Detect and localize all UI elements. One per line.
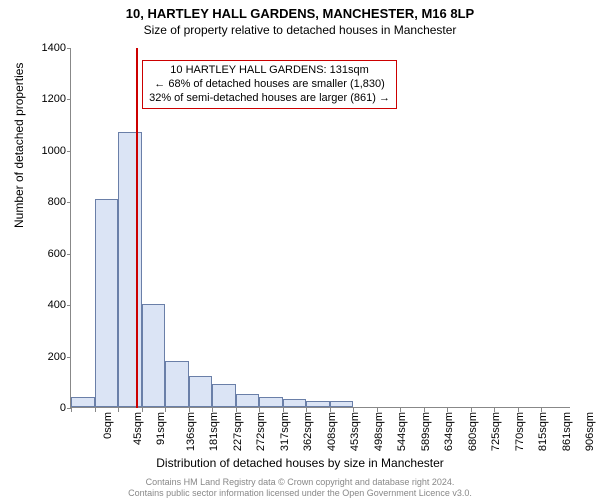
marker-line	[136, 48, 138, 408]
x-tick-label: 770sqm	[514, 412, 526, 451]
x-tick-label: 498sqm	[373, 412, 385, 451]
x-tick-mark	[118, 408, 119, 412]
x-tick-mark	[165, 408, 166, 412]
y-tick-label: 200	[6, 351, 66, 363]
histogram-bar	[283, 399, 307, 407]
x-tick-label: 544sqm	[396, 412, 408, 451]
y-tick-mark	[67, 305, 71, 306]
histogram-bar	[165, 361, 189, 407]
y-tick-mark	[67, 48, 71, 49]
y-tick-mark	[67, 357, 71, 358]
histogram-bar	[71, 397, 95, 407]
x-tick-mark	[330, 408, 331, 412]
x-tick-label: 680sqm	[467, 412, 479, 451]
x-tick-mark	[518, 408, 519, 412]
x-tick-mark	[353, 408, 354, 412]
y-tick-mark	[67, 254, 71, 255]
histogram-bar	[189, 376, 213, 407]
histogram-bar	[306, 401, 330, 407]
chart-title: 10, HARTLEY HALL GARDENS, MANCHESTER, M1…	[0, 6, 600, 21]
histogram-bar	[259, 397, 283, 407]
x-tick-label: 317sqm	[279, 412, 291, 451]
x-tick-mark	[236, 408, 237, 412]
x-tick-mark	[212, 408, 213, 412]
x-tick-label: 815sqm	[537, 412, 549, 451]
x-tick-label: 861sqm	[561, 412, 573, 451]
y-tick-mark	[67, 202, 71, 203]
callout-line-3: 32% of semi-detached houses are larger (…	[149, 92, 390, 106]
x-tick-mark	[283, 408, 284, 412]
histogram-bar	[212, 384, 236, 407]
histogram-bar	[236, 394, 260, 407]
x-tick-mark	[471, 408, 472, 412]
footer: Contains HM Land Registry data © Crown c…	[0, 477, 600, 498]
callout-box: 10 HARTLEY HALL GARDENS: 131sqm← 68% of …	[142, 60, 397, 109]
footer-line-1: Contains HM Land Registry data © Crown c…	[0, 477, 600, 487]
x-tick-label: 634sqm	[443, 412, 455, 451]
callout-line-2: ← 68% of detached houses are smaller (1,…	[149, 78, 390, 92]
chart-subtitle: Size of property relative to detached ho…	[0, 23, 600, 37]
x-tick-mark	[71, 408, 72, 412]
x-tick-label: 589sqm	[420, 412, 432, 451]
x-tick-label: 136sqm	[185, 412, 197, 451]
x-tick-label: 906sqm	[584, 412, 596, 451]
x-tick-label: 0sqm	[102, 412, 114, 439]
x-tick-label: 227sqm	[232, 412, 244, 451]
x-tick-label: 408sqm	[326, 412, 338, 451]
x-tick-mark	[189, 408, 190, 412]
x-tick-label: 725sqm	[490, 412, 502, 451]
plot-region: 02004006008001000120014000sqm45sqm91sqm1…	[70, 48, 570, 408]
y-tick-label: 0	[6, 402, 66, 414]
histogram-bar	[95, 199, 119, 407]
x-tick-mark	[95, 408, 96, 412]
x-tick-mark	[424, 408, 425, 412]
x-tick-mark	[447, 408, 448, 412]
y-tick-label: 1200	[6, 93, 66, 105]
x-tick-mark	[541, 408, 542, 412]
x-tick-label: 362sqm	[302, 412, 314, 451]
title-block: 10, HARTLEY HALL GARDENS, MANCHESTER, M1…	[0, 0, 600, 37]
x-tick-mark	[306, 408, 307, 412]
footer-line-2: Contains public sector information licen…	[0, 488, 600, 498]
x-tick-label: 272sqm	[255, 412, 267, 451]
x-tick-mark	[142, 408, 143, 412]
y-tick-label: 600	[6, 248, 66, 260]
y-tick-mark	[67, 99, 71, 100]
x-tick-label: 181sqm	[208, 412, 220, 451]
histogram-bar	[142, 304, 166, 407]
x-tick-mark	[494, 408, 495, 412]
x-tick-label: 453sqm	[349, 412, 361, 451]
callout-line-1: 10 HARTLEY HALL GARDENS: 131sqm	[149, 64, 390, 78]
x-tick-label: 91sqm	[155, 412, 167, 445]
x-axis-title: Distribution of detached houses by size …	[0, 456, 600, 470]
x-tick-mark	[400, 408, 401, 412]
plot-area: 02004006008001000120014000sqm45sqm91sqm1…	[70, 48, 570, 408]
histogram-bar	[330, 401, 354, 407]
x-tick-label: 45sqm	[132, 412, 144, 445]
y-tick-label: 1400	[6, 42, 66, 54]
y-tick-mark	[67, 151, 71, 152]
y-tick-label: 1000	[6, 145, 66, 157]
y-tick-label: 400	[6, 299, 66, 311]
y-tick-label: 800	[6, 196, 66, 208]
x-tick-mark	[259, 408, 260, 412]
x-tick-mark	[377, 408, 378, 412]
